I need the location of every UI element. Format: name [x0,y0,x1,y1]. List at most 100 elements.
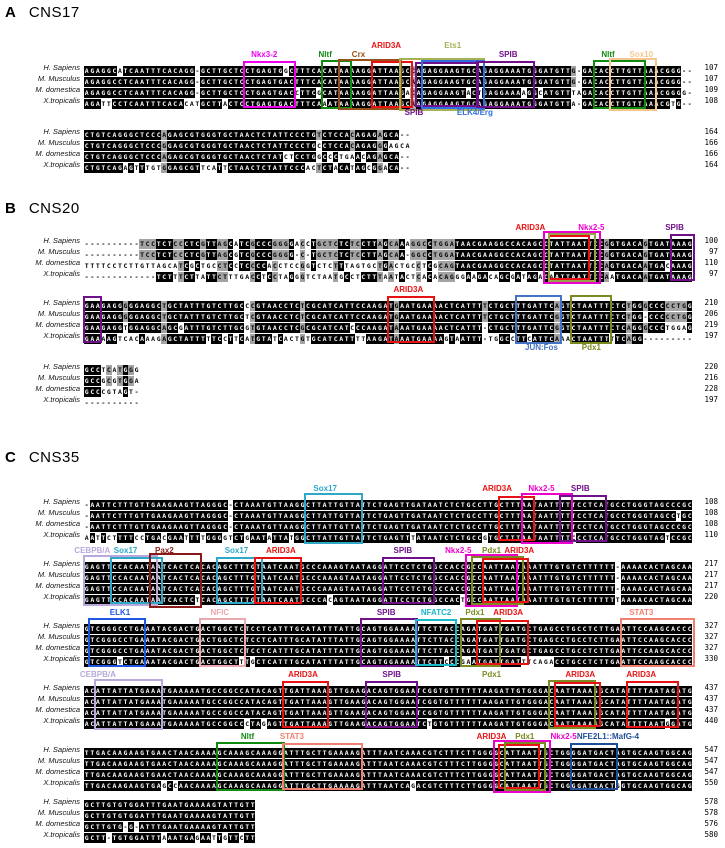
species-label: M. domestica [35,320,80,329]
tfbs-label: Ets1 [444,41,462,50]
position-number: 164 [704,127,718,136]
species-label: X.tropicalis [43,716,80,725]
species-label: M. domestica [35,705,80,714]
tfbs-label: SPIB [382,670,402,679]
sequence-row: H. Sapiens T T G A C A A G A A G T G A A C T A A C A A A A G C A A A G… [0,744,725,758]
sequence-row: M. Musculus C T G T C A G G G C T C C C G G A G C G T G G G T G C T A… [0,137,725,151]
tfbs-label: ARID3A [476,732,507,741]
alignment-block: H. Sapiens - A A T T C T T T G T T G A A G A A G T T A G G G C - C T A… [0,482,725,544]
species-label: M. Musculus [37,247,80,256]
sequence-row: H. Sapiens - - - - - - - - - - T C C T C T C C C T C G T T A G C A T C… [0,235,725,249]
species-label: M. Musculus [37,373,80,382]
sequence-row: X.tropicalis G C T T - T G T G G A T T T A A A T G A G A A T T G T T… [0,829,725,843]
tfbs-label: ELK1 [109,608,131,617]
position-number: 217 [704,570,718,579]
sequence-row: M. Musculus A C A T T A T T A T G A A A T G A A A A A T G C C G G C C… [0,693,725,707]
sequence-row: X.tropicalis - - - - - - - - - - - - - T C T T T C T T A T T C T T T… [0,268,725,282]
sequence-row: M. Musculus G C C G C G T G G A 216 [0,372,725,386]
tfbs-label: Pdx1 [481,670,502,679]
species-label: X.tropicalis [43,778,80,787]
position-number: 220 [704,592,718,601]
position-number: 210 [704,298,718,307]
species-label: M. Musculus [37,508,80,517]
species-label: H. Sapiens [43,621,80,630]
tfbs-label: CEBPB/A [79,670,116,679]
species-label: H. Sapiens [43,497,80,506]
sequence-row: M. Musculus T T G A C A A G A A G T G A A C T A A C A A A A G C A A A… [0,755,725,769]
sequence-row: H. Sapiens A G A G G C A T C A A T T T C A C A G G - G C T T G C T C C… [0,62,725,76]
position-number: 327 [704,632,718,641]
sequence-row: X.tropicalis T T G A C A A G A A G T G A G C C A A C A A A A G C A A… [0,777,725,791]
species-label: X.tropicalis [43,592,80,601]
tfbs-label: Nltf [318,50,332,59]
sequence-row: H. Sapiens G C T T G T G T G G A T T T G A A T G A A A A G T A T T G T… [0,796,725,810]
alignment-block: H. Sapiens G A G T T C C A C A A T A A T C A C T C A C A C A G C T T T… [0,544,725,608]
tfbs-label: Nkx2-5 [528,484,555,493]
panel-a: A CNS17 H. Sapiens A G A G G C A T C A A T T T C A C A G G - G C T… [0,4,725,173]
tfbs-label: Sox17 [313,484,337,493]
position-number: 110 [704,258,718,267]
sequence-row: H. Sapiens G A G T T C C A C A A T A A T C A C T C A C A C A G C T T T… [0,558,725,572]
sequence-row: M. domestica G A G T T C C A C A A T A A T C A C T C A C A C A G C T… [0,580,725,594]
alignment-block: H. Sapiens G C T T G T G T G G A T T T G A A T G A A A A G T A T T G T… [0,792,725,843]
species-label: M. Musculus [37,632,80,641]
sequence-row: M. domestica C T G T C A G G G C T C C C A G A G C G T G G G T G C T… [0,148,725,162]
alignment-block: H. Sapiens C T G T C A G G G C T C C C A G A G C G T G G G T G C T A A… [0,122,725,173]
sequence-row: X.tropicalis - - - - - - - - - - 197 [0,394,725,408]
species-label: H. Sapiens [43,559,80,568]
species-label: M. Musculus [37,808,80,817]
position-number: 578 [704,797,718,806]
tfbs-label: SPIB [570,484,590,493]
tfbs-label: ARID3A [626,670,657,679]
species-label: X.tropicalis [43,395,80,404]
tfbs-label: ARID3A [371,41,402,50]
sequence-row: X.tropicalis C T G T C A G A G T T T G T G G A G C G T T C A T T C T… [0,159,725,173]
sequence-row: M. domestica A G A G G C C T C A A T T T C A C A G G - G C T T G C T… [0,84,725,98]
tfbs-label: ARID3A [493,608,524,617]
tfbs-label: NFE2L1::MafG-4 [576,732,640,741]
position-number: 228 [704,384,718,393]
tfbs-label: ARID3A [565,670,596,679]
position-number: 440 [704,716,718,725]
sequence-row: M. domestica - A A T T C T T T G T T G A A G A A G T T A G G G C - C… [0,518,725,532]
species-label: M. Musculus [37,570,80,579]
sequence-row: H. Sapiens - A A T T C T T T G T T G A A G A A G T T A G G G C - C T A… [0,496,725,510]
species-label: M. domestica [35,643,80,652]
position-number: 164 [704,160,718,169]
species-label: X.tropicalis [43,269,80,278]
tfbs-label: Sox17 [113,546,138,555]
tfbs-label: Nkx2-5 [445,546,472,555]
sequence-cells: ---------- [84,397,140,408]
tfbs-label: Nltf [240,732,255,741]
species-label: M. domestica [35,85,80,94]
species-label: H. Sapiens [43,683,80,692]
panel-title: CNS17 [28,4,80,21]
position-number: 107 [704,63,718,72]
position-number: 108 [704,508,718,517]
alignment-block: H. Sapiens A C A T T A T T A T G A A A T G A A A A A T G C C G G C C A… [0,668,725,730]
sequence-row: H. Sapiens G C C T C A T G G G 220 [0,361,725,375]
sequence-row: X.tropicalis G A A A A G T C A C A A A G A G C T A T T T T T C C T T… [0,330,725,344]
position-number: 100 [704,236,718,245]
alignment-block: H. Sapiens - - - - - - - - - - T C C T C T C C C T C G T T A G C A T C… [0,221,725,284]
position-number: 220 [704,362,718,371]
panel-title: CNS35 [28,449,80,466]
panel-title: CNS20 [28,200,80,217]
tfbs-label: Nkx2-5 [550,732,577,741]
panel-letter: A [5,4,16,21]
sequence-row: H. Sapiens G T C G G G C C T G A A A T A C G A C T G A C T G G C T C T… [0,620,725,634]
sequence-row: M. Musculus - - - - - - - - - - T C C T C T C C C T C G T T A G C G T… [0,246,725,260]
sequence-row: M. domestica G T C G G G C C T G A A A T A C G A C T G A C T G G C T… [0,642,725,656]
sequence-row: X.tropicalis G A G T T C C A C A A T A A T C A C T C T C A C A G C T… [0,591,725,605]
